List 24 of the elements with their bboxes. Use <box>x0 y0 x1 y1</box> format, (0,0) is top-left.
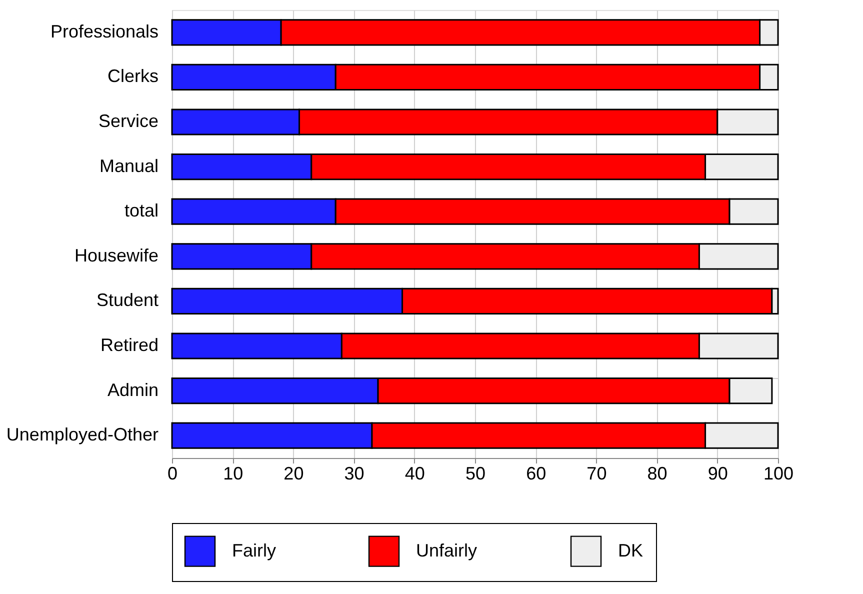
x-tick-label: 100 <box>763 464 794 484</box>
x-tick-label: 50 <box>465 464 486 484</box>
x-tick-label: 30 <box>344 464 364 484</box>
y-tick-label: total <box>124 200 158 221</box>
y-tick-label: Unemployed-Other <box>6 424 158 445</box>
x-tick-label: 0 <box>167 464 178 484</box>
x-tick-label: 80 <box>647 464 668 484</box>
y-tick-label: Student <box>96 290 158 310</box>
y-tick-label: Admin <box>107 380 158 400</box>
legend-label: Fairly <box>232 540 276 560</box>
x-tick-label: 20 <box>284 464 304 484</box>
x-tick-label: 90 <box>708 464 728 484</box>
x-tick-label: 70 <box>586 464 607 484</box>
y-tick-label: Retired <box>100 335 158 355</box>
y-tick-label: Manual <box>99 156 158 176</box>
x-tick-label: 60 <box>526 464 546 484</box>
legend-label: DK <box>618 540 644 560</box>
legend-label: Unfairly <box>416 540 478 560</box>
x-tick-label: 40 <box>404 464 425 484</box>
x-tick-label: 10 <box>223 464 244 484</box>
y-tick-label: Clerks <box>107 66 158 86</box>
y-tick-label: Professionals <box>50 21 158 42</box>
y-tick-label: Service <box>98 111 158 131</box>
y-tick-label: Housewife <box>74 245 158 266</box>
